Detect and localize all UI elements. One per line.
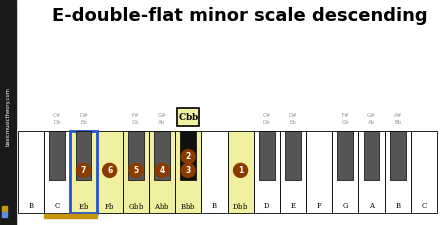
- Text: D#: D#: [289, 113, 297, 118]
- Bar: [306, 131, 332, 213]
- Text: 3: 3: [186, 166, 191, 175]
- Bar: [202, 131, 227, 213]
- Text: G#: G#: [158, 113, 166, 118]
- Text: C$\mathregular{bb}$: C$\mathregular{bb}$: [178, 112, 199, 122]
- Bar: [364, 131, 379, 180]
- Circle shape: [77, 163, 91, 177]
- Text: G$\mathregular{bb}$: G$\mathregular{bb}$: [128, 201, 144, 211]
- Bar: [2, 212, 7, 217]
- Text: C: C: [55, 202, 60, 210]
- Text: C: C: [421, 202, 426, 210]
- Text: A#: A#: [393, 113, 402, 118]
- Text: Eb: Eb: [290, 120, 297, 125]
- Bar: [44, 214, 96, 218]
- Bar: [411, 131, 437, 213]
- Bar: [254, 131, 280, 213]
- Text: 4: 4: [159, 166, 165, 175]
- Bar: [359, 131, 385, 213]
- Bar: [128, 131, 144, 180]
- Bar: [123, 131, 149, 213]
- Bar: [44, 131, 70, 213]
- Text: B: B: [29, 202, 33, 210]
- Text: D$\mathregular{bb}$: D$\mathregular{bb}$: [232, 201, 249, 211]
- Bar: [70, 131, 96, 213]
- Text: F#: F#: [132, 113, 140, 118]
- Text: F#: F#: [341, 113, 349, 118]
- Bar: [175, 131, 202, 213]
- Text: 5: 5: [133, 166, 139, 175]
- Text: F: F: [317, 202, 322, 210]
- Text: 6: 6: [107, 166, 112, 175]
- Bar: [390, 131, 406, 180]
- Text: B: B: [395, 202, 400, 210]
- Text: 1: 1: [238, 166, 243, 175]
- Text: Gb: Gb: [341, 120, 349, 125]
- Text: Bb: Bb: [394, 120, 401, 125]
- Text: Db: Db: [53, 120, 61, 125]
- Text: 7: 7: [81, 166, 86, 175]
- Bar: [76, 131, 92, 180]
- Bar: [149, 131, 175, 213]
- Text: E: E: [290, 202, 296, 210]
- Bar: [385, 131, 411, 213]
- Circle shape: [103, 163, 117, 177]
- Bar: [96, 131, 123, 213]
- Circle shape: [181, 150, 195, 164]
- Bar: [259, 131, 275, 180]
- Bar: [18, 131, 44, 213]
- Text: F$\mathregular{b}$: F$\mathregular{b}$: [104, 201, 115, 211]
- Text: 2: 2: [186, 152, 191, 161]
- Text: D#: D#: [79, 113, 88, 118]
- Bar: [337, 131, 353, 180]
- Bar: [70, 131, 96, 213]
- Bar: [0, 0, 16, 225]
- Bar: [280, 131, 306, 213]
- Bar: [2, 206, 7, 211]
- Text: Ab: Ab: [158, 120, 165, 125]
- Text: B$\mathregular{bb}$: B$\mathregular{bb}$: [180, 201, 196, 211]
- Text: Gb: Gb: [132, 120, 140, 125]
- Text: G#: G#: [367, 113, 376, 118]
- Text: C#: C#: [53, 113, 62, 118]
- Circle shape: [181, 163, 195, 177]
- Circle shape: [129, 163, 143, 177]
- Text: Db: Db: [263, 120, 271, 125]
- Circle shape: [234, 163, 248, 177]
- Bar: [49, 131, 65, 180]
- Circle shape: [155, 163, 169, 177]
- Bar: [154, 131, 170, 180]
- Bar: [227, 131, 254, 213]
- Bar: [177, 108, 199, 126]
- Text: A$\mathregular{bb}$: A$\mathregular{bb}$: [154, 201, 170, 211]
- Text: D: D: [264, 202, 270, 210]
- Bar: [180, 131, 196, 180]
- Text: A: A: [369, 202, 374, 210]
- Text: E$\mathregular{b}$: E$\mathregular{b}$: [78, 201, 89, 211]
- Bar: [332, 131, 359, 213]
- Text: Eb: Eb: [80, 120, 87, 125]
- Text: G: G: [343, 202, 348, 210]
- Bar: [285, 131, 301, 180]
- Text: C#: C#: [263, 113, 271, 118]
- Text: B: B: [212, 202, 217, 210]
- Text: Ab: Ab: [368, 120, 375, 125]
- Text: basicmusictheory.com: basicmusictheory.com: [5, 88, 11, 146]
- Text: E-double-flat minor scale descending: E-double-flat minor scale descending: [52, 7, 428, 25]
